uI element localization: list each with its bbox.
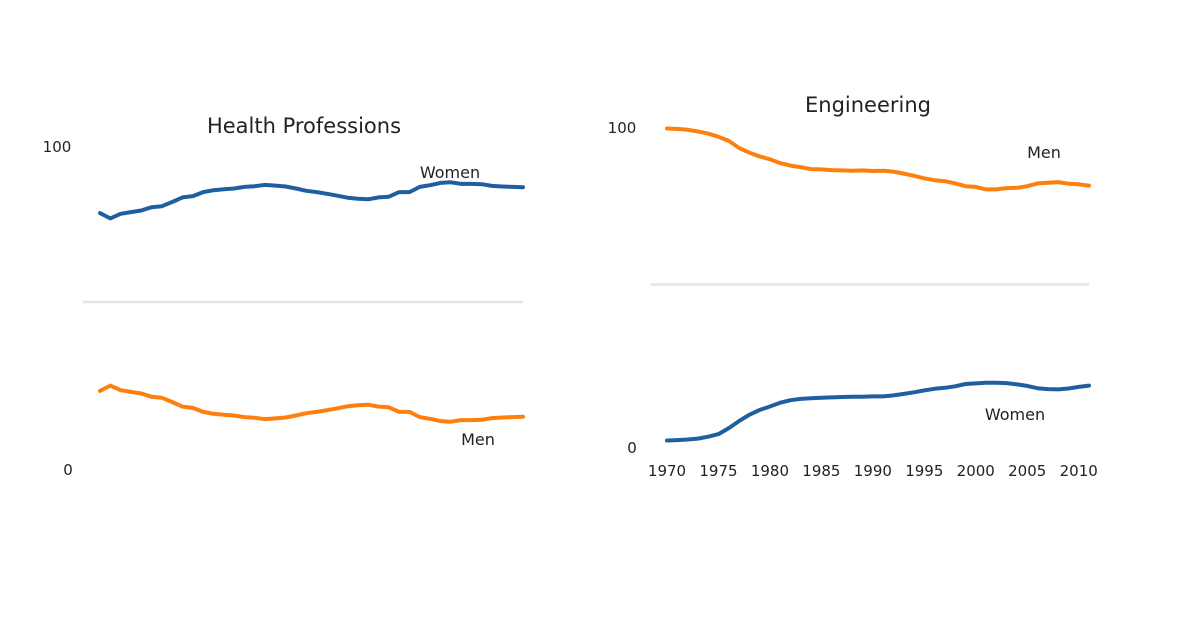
x-tick-label: 1990: [854, 462, 892, 480]
series-label-men: Men: [1027, 143, 1061, 162]
series-line-women: [98, 180, 525, 221]
y-tick-label-top: 100: [43, 138, 72, 156]
x-tick-label: 2010: [1060, 462, 1098, 480]
series-label-women: Women: [420, 163, 480, 182]
series-line-men: [665, 126, 1091, 192]
series-line-men: [98, 383, 525, 424]
y-tick-label-bottom: 0: [63, 461, 73, 479]
x-tick-label: 1985: [802, 462, 840, 480]
x-tick-label: 1975: [699, 462, 737, 480]
series-label-women: Women: [985, 405, 1045, 424]
x-tick-label: 1980: [751, 462, 789, 480]
panel-engineering: Engineering 100 0 Men Women 1970 1975 1980…: [608, 93, 1098, 480]
panel-title: Engineering: [805, 93, 931, 117]
panel-title: Health Professions: [207, 114, 401, 138]
x-tick-label: 2000: [957, 462, 995, 480]
y-tick-label-top: 100: [608, 119, 637, 137]
x-tick-label: 2005: [1008, 462, 1046, 480]
x-tick-label: 1970: [648, 462, 686, 480]
series-line-women: [665, 380, 1091, 443]
x-tick-label: 1995: [905, 462, 943, 480]
y-tick-label-bottom: 0: [627, 439, 637, 457]
panel-health-professions: Health Professions 100 0 Women Men: [43, 114, 525, 479]
series-label-men: Men: [461, 430, 495, 449]
